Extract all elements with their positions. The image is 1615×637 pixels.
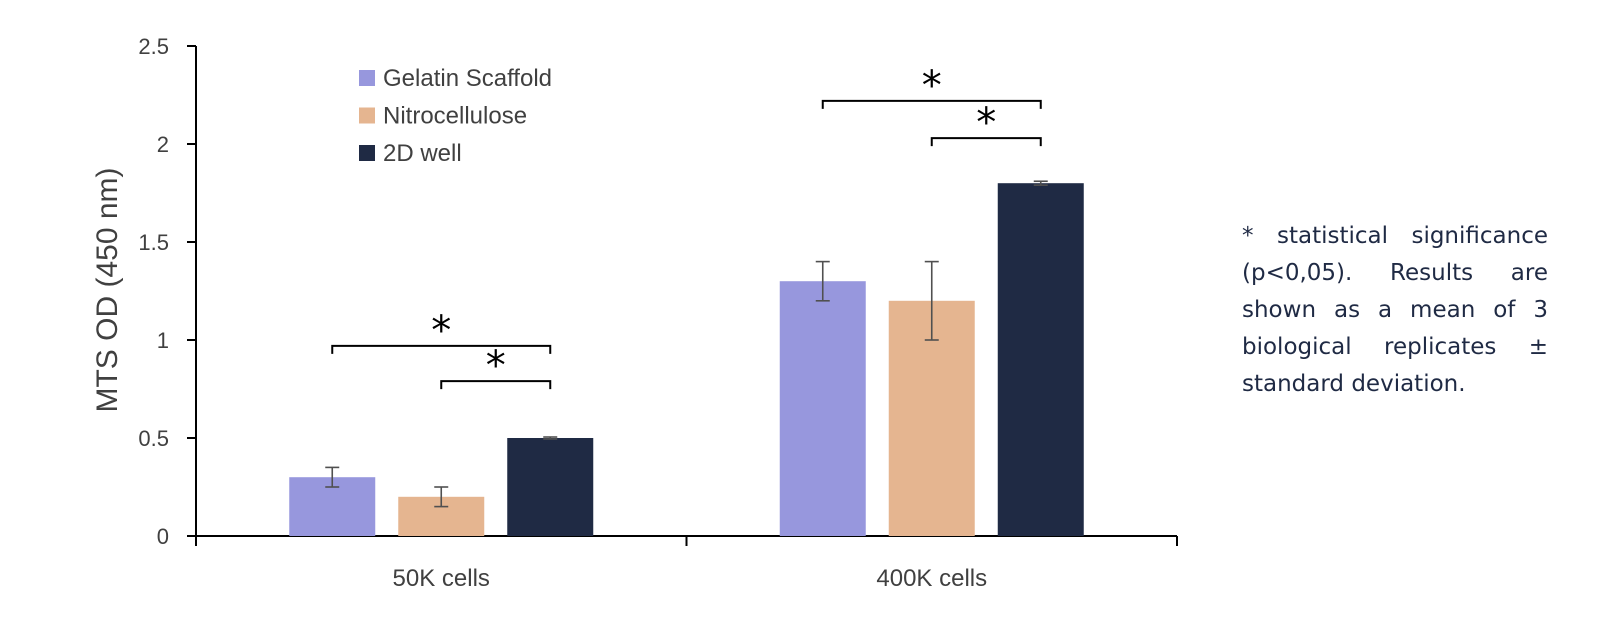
legend-label: Nitrocellulose	[383, 103, 527, 130]
legend-label: 2D well	[383, 140, 462, 167]
bar	[507, 438, 594, 536]
significance-star: *	[976, 100, 996, 146]
error-bars	[325, 180, 1048, 508]
legend-swatch	[359, 107, 375, 124]
significance-bracket	[440, 380, 552, 390]
bar	[997, 183, 1084, 536]
significance-bracket	[331, 344, 552, 354]
significance-star: *	[486, 343, 506, 389]
y-tick-label: 2.5	[138, 34, 169, 59]
y-tick-label: 1.5	[138, 230, 169, 255]
y-tick-label: 0.5	[138, 426, 169, 451]
bar	[779, 281, 866, 536]
significance-star: *	[922, 63, 942, 109]
significance-bracket	[821, 99, 1042, 109]
x-category-label: 50K cells	[393, 565, 490, 592]
y-tick-label: 0	[157, 524, 169, 549]
x-category-label: 400K cells	[876, 565, 987, 592]
y-axis-title: MTS OD (450 nm)	[91, 167, 124, 412]
bars	[289, 183, 1084, 536]
legend-label: Gelatin Scaffold	[383, 65, 552, 92]
legend: Gelatin Scaffold Nitrocellulose 2D well	[359, 65, 552, 167]
significance-star: *	[431, 308, 451, 354]
legend-swatch	[359, 145, 375, 161]
y-tick-label: 2	[157, 132, 169, 157]
y-tick-label: 1	[157, 328, 169, 353]
legend-swatch	[359, 70, 375, 86]
significance-bracket	[930, 137, 1042, 147]
significance-brackets: * * * *	[331, 63, 1042, 390]
significance-note: * statistical significance (p<0,05). Res…	[1242, 223, 1548, 397]
